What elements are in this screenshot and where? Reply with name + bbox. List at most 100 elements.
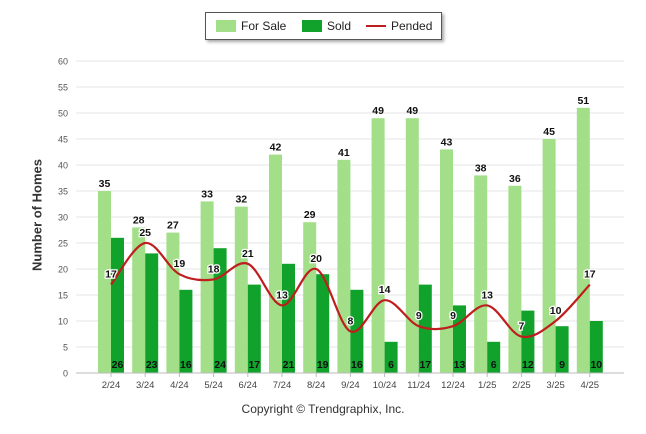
x-tick-label: 4/25 xyxy=(581,380,600,391)
y-axis-ticks: 0 5 10 15 20 25 30 35 40 45 50 55 60 xyxy=(58,57,68,379)
legend-item-pended[interactable]: Pended xyxy=(366,19,432,33)
data-label-sold: 13 xyxy=(454,359,466,371)
data-label-for-sale: 49 xyxy=(406,105,418,117)
y-tick-label: 50 xyxy=(58,109,68,119)
data-label-pended: 21 xyxy=(242,248,254,260)
bar-sold xyxy=(384,341,398,373)
bar-sold xyxy=(589,321,603,373)
x-axis-ticks: 2/24 3/24 4/24 5/24 6/24 7/24 8/24 9/24 10/24 11/… xyxy=(76,372,624,391)
x-tick-label: 11/24 xyxy=(407,380,430,391)
data-label-pended: 25 xyxy=(139,227,151,239)
y-axis-label: Number of Homes xyxy=(29,159,45,271)
bar-sold xyxy=(179,289,193,373)
data-label-for-sale: 29 xyxy=(304,209,316,221)
legend-item-for-sale[interactable]: For Sale xyxy=(216,19,286,33)
data-label-sold: 6 xyxy=(388,359,394,371)
bar-for-sale xyxy=(474,175,488,373)
data-label-for-sale: 43 xyxy=(441,136,453,148)
y-tick-label: 35 xyxy=(58,187,68,197)
data-label-for-sale: 45 xyxy=(543,126,555,138)
bar-for-sale xyxy=(508,185,522,373)
y-tick-label: 0 xyxy=(63,369,68,379)
legend-item-sold[interactable]: Sold xyxy=(302,19,351,33)
data-label-for-sale: 32 xyxy=(235,194,247,206)
copyright-text: Copyright © Trendgraphix, Inc. xyxy=(241,402,405,416)
legend-swatch-pended xyxy=(366,25,386,27)
x-tick-label: 3/25 xyxy=(546,380,565,391)
bar-for-sale xyxy=(303,222,317,373)
bar-for-sale xyxy=(405,118,419,373)
data-label-for-sale: 42 xyxy=(270,142,282,154)
data-label-sold: 16 xyxy=(351,359,363,371)
data-label-sold: 19 xyxy=(317,359,329,371)
data-label-pended: 17 xyxy=(584,269,596,281)
y-tick-label: 25 xyxy=(58,239,68,249)
legend-swatch-sold xyxy=(302,20,322,32)
bar-for-sale xyxy=(200,201,214,373)
data-label-sold: 21 xyxy=(283,359,295,371)
data-label-for-sale: 38 xyxy=(475,162,487,174)
bar-for-sale xyxy=(98,191,111,373)
data-label-sold: 9 xyxy=(559,359,565,371)
bar-for-sale xyxy=(337,159,351,373)
data-label-sold: 10 xyxy=(590,359,602,371)
x-tick-label: 6/24 xyxy=(239,380,258,391)
bar-for-sale xyxy=(440,149,453,373)
bar-sold xyxy=(555,326,569,373)
bar-for-sale xyxy=(234,206,248,373)
data-label-pended: 10 xyxy=(550,305,562,317)
y-tick-label: 30 xyxy=(58,213,68,223)
x-tick-label: 4/24 xyxy=(170,380,189,391)
bar-sold xyxy=(487,341,501,373)
bar-sold xyxy=(282,263,295,373)
bar-for-sale xyxy=(542,139,556,373)
x-tick-label: 12/24 xyxy=(441,380,465,391)
legend-label-for-sale: For Sale xyxy=(241,19,287,33)
data-labels: 35 26 28 23 27 16 33 24 32 17 42 21 29 19 41 16 49 6 49 17 4… xyxy=(99,95,603,371)
data-label-pended: 14 xyxy=(379,284,391,296)
y-tick-label: 55 xyxy=(58,83,68,93)
data-label-for-sale: 27 xyxy=(167,220,179,232)
data-label-sold: 6 xyxy=(491,359,497,371)
data-label-sold: 12 xyxy=(522,359,534,371)
data-label-pended: 7 xyxy=(518,321,524,333)
bar-sold xyxy=(316,274,330,373)
x-tick-label: 3/24 xyxy=(136,380,155,391)
data-label-sold: 24 xyxy=(214,359,226,371)
bars xyxy=(98,107,603,374)
data-label-for-sale: 41 xyxy=(338,147,350,159)
data-label-pended: 9 xyxy=(416,310,422,322)
legend-swatch-for-sale xyxy=(216,20,236,32)
data-label-pended: 8 xyxy=(347,315,353,327)
x-tick-label: 2/25 xyxy=(512,380,531,391)
y-tick-label: 40 xyxy=(58,161,68,171)
legend-label-pended: Pended xyxy=(391,19,433,33)
bar-for-sale xyxy=(132,227,146,373)
bar-for-sale xyxy=(269,154,282,373)
bar-sold xyxy=(521,310,535,373)
data-label-pended: 17 xyxy=(105,269,117,281)
y-tick-label: 20 xyxy=(58,265,68,275)
y-tick-label: 45 xyxy=(58,135,68,145)
data-label-sold: 16 xyxy=(180,359,192,371)
data-label-for-sale: 49 xyxy=(372,105,384,117)
data-label-pended: 13 xyxy=(481,289,493,301)
pended-line xyxy=(110,241,591,339)
bar-sold xyxy=(247,284,261,373)
x-tick-label: 8/24 xyxy=(307,380,326,391)
bar-sold xyxy=(453,305,466,373)
data-label-for-sale: 35 xyxy=(99,178,111,190)
data-label-sold: 17 xyxy=(248,359,260,371)
data-label-for-sale: 51 xyxy=(577,95,589,107)
y-tick-label: 60 xyxy=(58,57,68,67)
y-tick-label: 5 xyxy=(63,343,68,353)
data-label-pended: 9 xyxy=(450,310,456,322)
data-label-pended: 19 xyxy=(174,258,186,270)
data-label-pended: 13 xyxy=(276,289,288,301)
legend: For Sale Sold Pended xyxy=(205,12,442,40)
x-tick-label: 1/25 xyxy=(478,380,497,391)
data-label-pended: 20 xyxy=(310,253,322,265)
x-tick-label: 9/24 xyxy=(341,380,360,391)
data-label-for-sale: 28 xyxy=(133,214,145,226)
